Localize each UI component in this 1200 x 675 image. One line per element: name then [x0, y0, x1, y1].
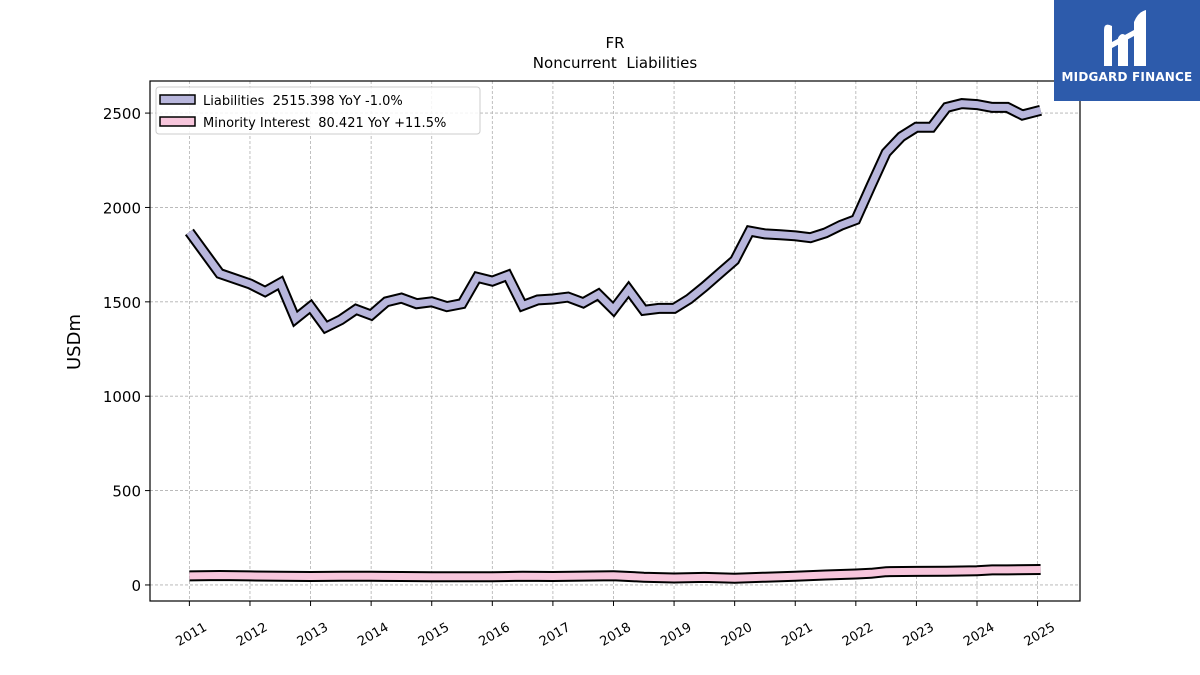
x-tick-label: 2017	[537, 620, 573, 650]
chart-subtitle: Noncurrent Liabilities	[533, 54, 698, 72]
x-tick-label: 2024	[961, 620, 997, 650]
y-axis-ticks: 0 500 1000 1500 2000 2500	[103, 105, 150, 595]
y-tick-label: 2500	[103, 105, 141, 123]
x-tick-label: 2012	[234, 620, 270, 650]
y-tick-label: 2000	[103, 199, 141, 217]
legend-box	[155, 86, 481, 135]
brand-name: MIDGARD FINANCE	[1061, 70, 1193, 84]
x-tick-label: 2018	[598, 620, 634, 650]
x-tick-label: 2016	[476, 620, 512, 650]
legend-swatch-liabilities	[159, 94, 196, 105]
series-layer	[184, 98, 1042, 584]
chart-title: FR	[605, 34, 624, 52]
series-outline-liabilities	[184, 98, 1042, 335]
x-axis-ticks: 2011 2012 2013 2014 2015 2016 2017 2018 2019 2020…	[174, 601, 1058, 650]
legend-label-liabilities: Liabilities 2515.398 YoY -1.0%	[203, 94, 403, 109]
brand-logo: MIDGARD FINANCE	[1054, 0, 1200, 101]
x-tick-label: 2019	[658, 620, 694, 650]
x-tick-label: 2013	[295, 620, 331, 650]
x-tick-label: 2025	[1022, 620, 1058, 650]
x-tick-label: 2014	[355, 620, 391, 650]
y-tick-label: 1500	[103, 294, 141, 312]
x-tick-label: 2020	[719, 620, 755, 650]
x-tick-label: 2011	[174, 620, 210, 650]
brand-mark-icon	[1104, 10, 1146, 67]
series-line-liabilities	[186, 100, 1042, 332]
x-tick-label: 2021	[779, 620, 815, 650]
x-tick-label: 2023	[901, 620, 937, 650]
y-tick-label: 0	[131, 577, 141, 595]
grid-lines	[150, 81, 1080, 601]
legend-label-minority-interest: Minority Interest 80.421 YoY +11.5%	[203, 116, 446, 131]
series-line-minority-interest	[189, 566, 1041, 582]
x-tick-label: 2022	[840, 620, 876, 650]
y-tick-label: 1000	[103, 388, 141, 406]
y-axis-label: USDm	[64, 314, 85, 370]
y-tick-label: 500	[112, 483, 141, 501]
plot-frame	[149, 80, 1081, 602]
legend: Liabilities 2515.398 YoY -1.0% Minority …	[155, 86, 481, 135]
legend-swatch-minority-interest	[159, 116, 196, 127]
x-tick-label: 2015	[416, 620, 452, 650]
